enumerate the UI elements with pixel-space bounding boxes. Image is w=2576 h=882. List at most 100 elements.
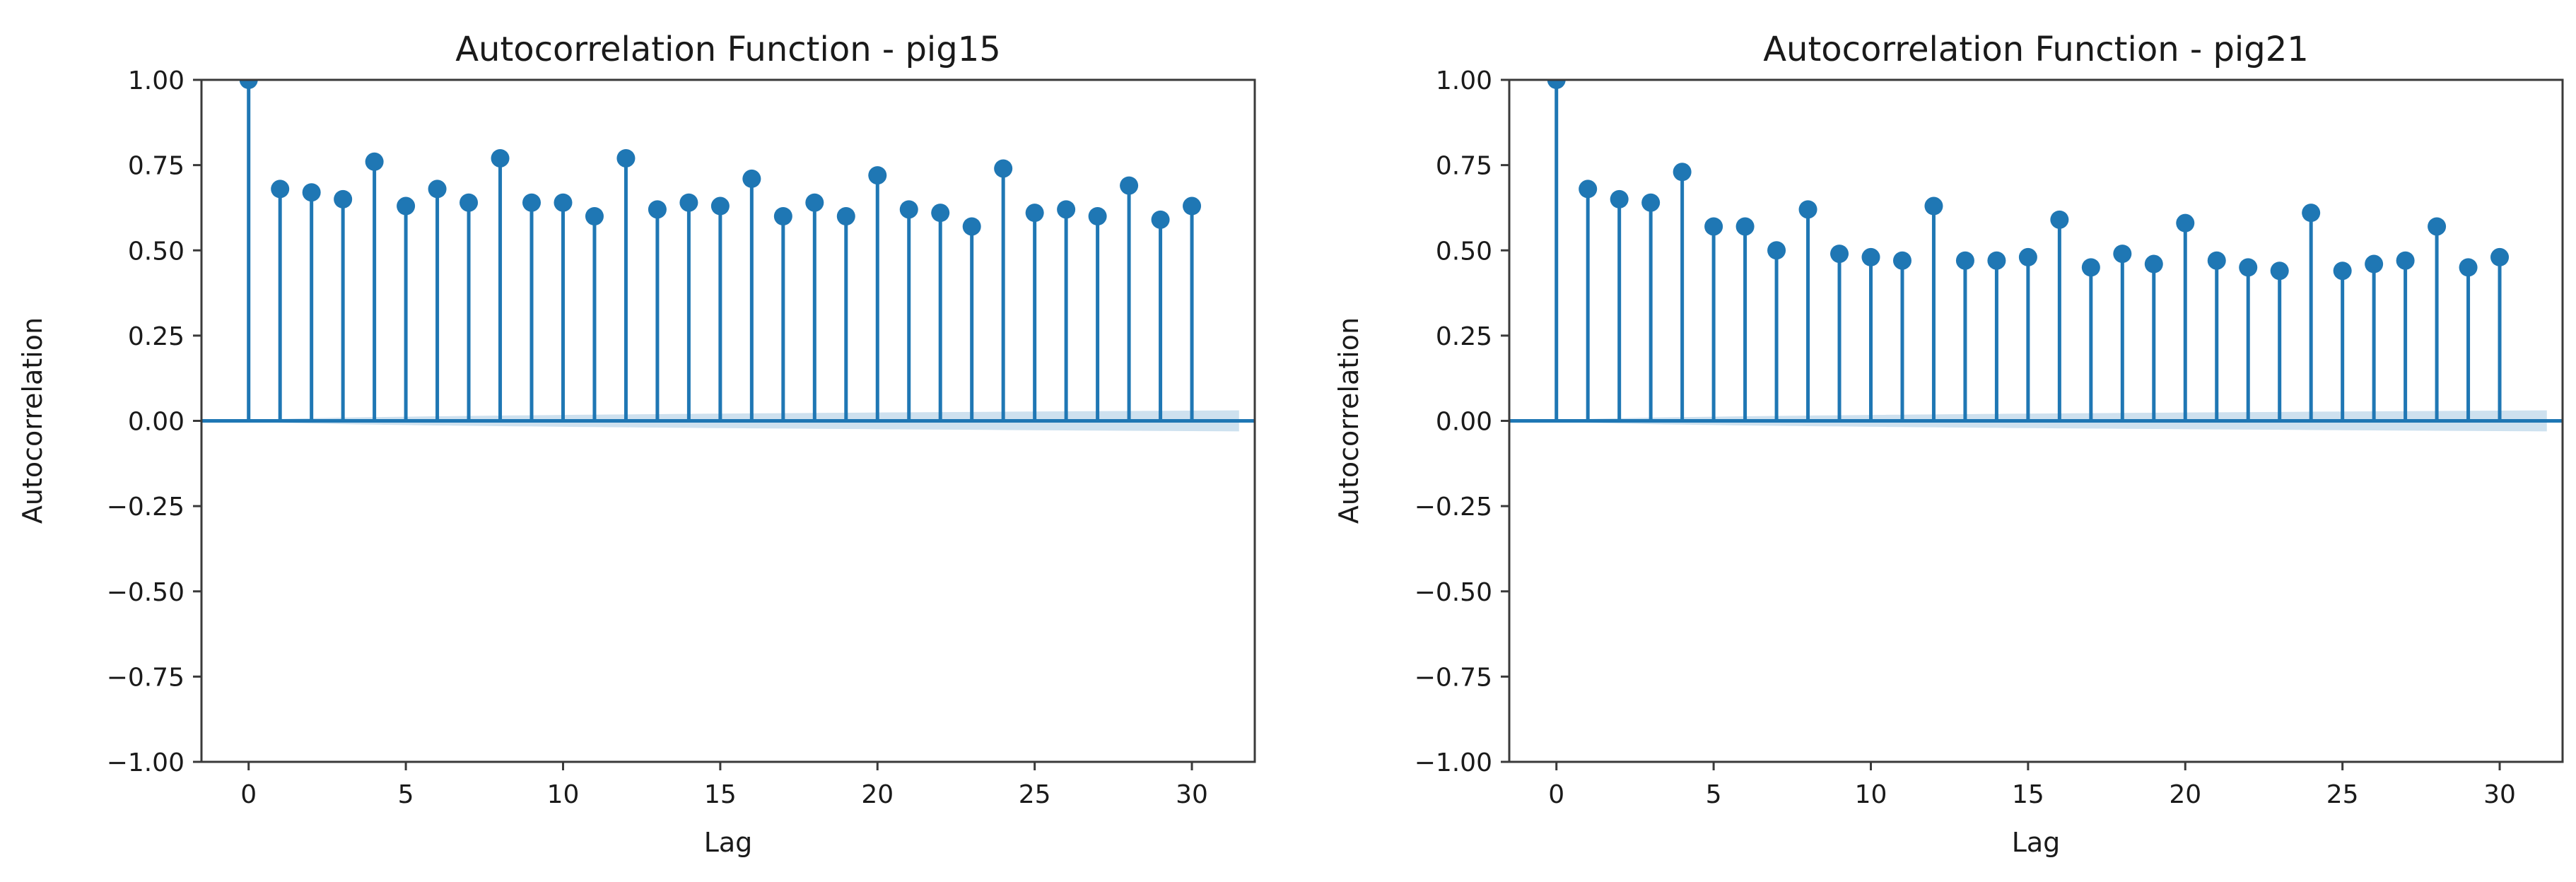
marker-lag-6 xyxy=(428,180,447,199)
chart-title: Autocorrelation Function - pig21 xyxy=(1763,30,2309,69)
plot-area xyxy=(1509,80,2563,432)
marker-lag-26 xyxy=(2365,254,2384,274)
marker-lag-12 xyxy=(616,148,636,167)
marker-lag-7 xyxy=(1767,241,1786,260)
marker-lag-25 xyxy=(1025,204,1044,223)
marker-lag-8 xyxy=(491,148,510,167)
marker-lag-20 xyxy=(2176,213,2195,233)
marker-lag-24 xyxy=(994,159,1013,178)
marker-lag-28 xyxy=(2428,217,2447,236)
marker-lag-1 xyxy=(1579,180,1598,199)
marker-lag-27 xyxy=(2396,251,2415,270)
marker-lag-5 xyxy=(397,196,416,216)
y-tick-label: 0.75 xyxy=(128,152,185,181)
x-axis-label: Lag xyxy=(2011,827,2061,858)
marker-lag-3 xyxy=(334,189,353,208)
marker-lag-7 xyxy=(459,193,479,212)
marker-lag-14 xyxy=(679,193,698,212)
marker-lag-3 xyxy=(1641,193,1661,212)
y-tick-label: 0.00 xyxy=(1436,408,1492,437)
x-tick-label: 30 xyxy=(1176,780,1208,809)
y-axis-label: Autocorrelation xyxy=(17,317,48,524)
chart-title: Autocorrelation Function - pig15 xyxy=(455,30,1001,69)
x-tick-label: 20 xyxy=(861,780,894,809)
x-tick-label: 30 xyxy=(2483,780,2516,809)
y-tick-label: −0.25 xyxy=(1415,493,1492,522)
marker-lag-2 xyxy=(1610,189,1629,208)
marker-lag-22 xyxy=(2239,258,2258,277)
y-tick-label: −1.00 xyxy=(1415,748,1492,777)
marker-lag-27 xyxy=(1088,207,1107,225)
marker-lag-9 xyxy=(1830,245,1849,264)
y-tick-label: −0.75 xyxy=(107,663,185,692)
marker-lag-9 xyxy=(522,193,541,212)
y-tick-label: 0.25 xyxy=(128,322,185,351)
y-tick-label: 0.50 xyxy=(1436,237,1492,266)
marker-lag-18 xyxy=(805,193,824,212)
marker-lag-0 xyxy=(1547,80,1566,89)
marker-lag-6 xyxy=(1735,217,1755,236)
marker-lag-22 xyxy=(931,204,950,223)
y-tick-label: −0.25 xyxy=(107,493,185,522)
marker-lag-14 xyxy=(1987,251,2006,270)
marker-lag-4 xyxy=(365,152,384,171)
x-tick-label: 10 xyxy=(547,780,580,809)
marker-lag-11 xyxy=(1892,251,1911,270)
marker-lag-13 xyxy=(648,200,667,219)
marker-lag-20 xyxy=(868,166,887,185)
y-tick-label: 0.25 xyxy=(1436,322,1492,351)
marker-lag-26 xyxy=(1057,200,1076,219)
marker-lag-15 xyxy=(2018,247,2037,266)
x-tick-label: 10 xyxy=(1855,780,1887,809)
marker-lag-15 xyxy=(710,196,730,216)
y-tick-label: 0.00 xyxy=(128,408,185,437)
marker-lag-30 xyxy=(2490,247,2510,266)
marker-lag-23 xyxy=(962,217,981,236)
marker-lag-17 xyxy=(773,207,792,225)
marker-lag-11 xyxy=(585,207,604,225)
y-tick-label: −0.50 xyxy=(1415,578,1492,607)
y-tick-label: −1.00 xyxy=(107,748,185,777)
marker-lag-29 xyxy=(1151,210,1170,229)
marker-lag-21 xyxy=(899,200,918,219)
marker-lag-18 xyxy=(2113,245,2132,264)
x-tick-label: 15 xyxy=(2012,780,2044,809)
marker-lag-12 xyxy=(1924,196,1943,216)
x-tick-label: 5 xyxy=(398,780,414,809)
marker-lag-19 xyxy=(836,207,855,225)
marker-lag-0 xyxy=(239,80,258,89)
marker-lag-13 xyxy=(1955,251,1974,270)
marker-lag-25 xyxy=(2333,261,2352,281)
marker-lag-17 xyxy=(2081,258,2100,277)
marker-lag-5 xyxy=(1704,217,1723,236)
marker-lag-29 xyxy=(2459,258,2478,277)
plot-area xyxy=(201,80,1255,432)
marker-lag-4 xyxy=(1673,163,1692,182)
x-axis-label: Lag xyxy=(703,827,753,858)
marker-lag-28 xyxy=(1120,176,1139,195)
marker-lag-16 xyxy=(742,169,761,188)
marker-lag-30 xyxy=(1183,196,1202,216)
y-tick-label: 0.50 xyxy=(128,237,185,266)
marker-lag-2 xyxy=(302,183,321,202)
y-tick-label: −0.50 xyxy=(107,578,185,607)
x-tick-label: 25 xyxy=(1019,780,1051,809)
y-axis-label: Autocorrelation xyxy=(1333,317,1364,524)
y-tick-label: −0.75 xyxy=(1415,663,1492,692)
marker-lag-24 xyxy=(2302,204,2321,223)
y-tick-label: 1.00 xyxy=(128,66,185,95)
x-tick-label: 5 xyxy=(1706,780,1722,809)
y-tick-label: 0.75 xyxy=(1436,152,1492,181)
marker-lag-1 xyxy=(271,180,290,199)
x-tick-label: 0 xyxy=(240,780,257,809)
x-tick-label: 0 xyxy=(1548,780,1564,809)
x-tick-label: 20 xyxy=(2169,780,2201,809)
marker-lag-10 xyxy=(1861,247,1880,266)
marker-lag-19 xyxy=(2144,254,2163,274)
marker-lag-23 xyxy=(2270,261,2289,281)
marker-lag-21 xyxy=(2207,251,2226,270)
marker-lag-10 xyxy=(554,193,573,212)
x-tick-label: 25 xyxy=(2326,780,2359,809)
